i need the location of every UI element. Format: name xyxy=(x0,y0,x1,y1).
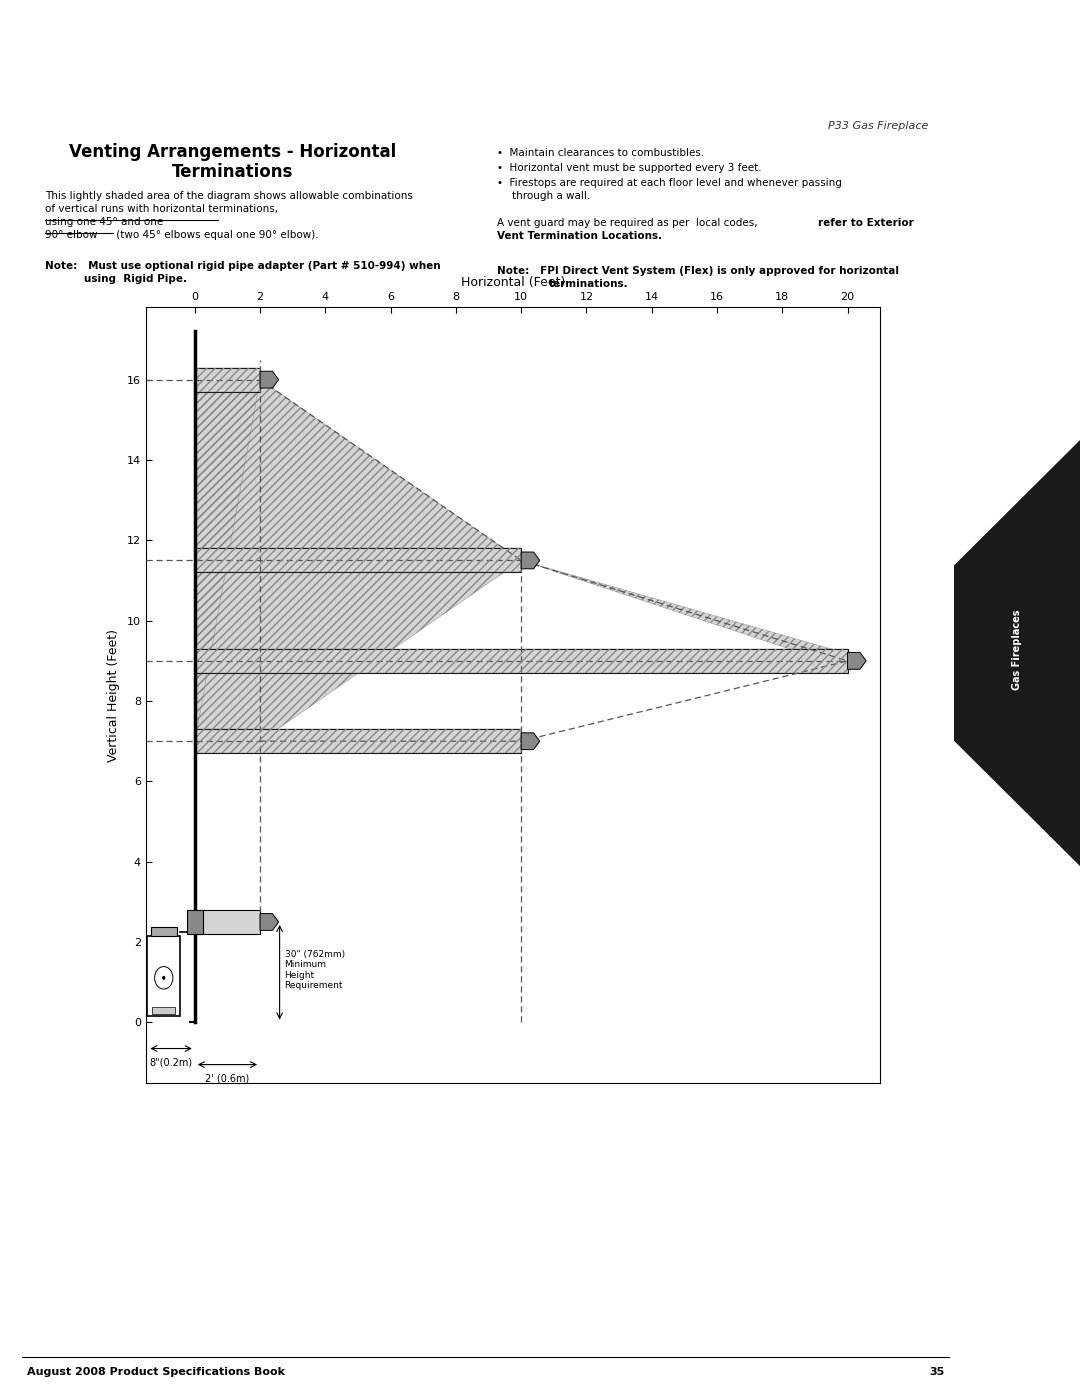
Bar xyxy=(194,549,522,573)
Text: 35: 35 xyxy=(930,1366,945,1376)
Text: REGENCY: REGENCY xyxy=(850,29,945,47)
Polygon shape xyxy=(194,380,848,742)
Text: P33 Gas Fireplace: P33 Gas Fireplace xyxy=(828,122,929,131)
Text: •  Horizontal vent must be supported every 3 feet.: • Horizontal vent must be supported ever… xyxy=(497,163,761,173)
Bar xyxy=(194,367,260,391)
Circle shape xyxy=(162,977,165,979)
Bar xyxy=(194,729,522,753)
Polygon shape xyxy=(848,652,866,669)
Text: Note:   FPI Direct Vent System (Flex) is only approved for horizontal: Note: FPI Direct Vent System (Flex) is o… xyxy=(497,265,899,277)
Text: (two 45° elbows equal one 90° elbow).: (two 45° elbows equal one 90° elbow). xyxy=(113,231,319,240)
Text: ))): ))) xyxy=(804,32,834,53)
Polygon shape xyxy=(522,733,540,750)
Text: Gas Fireplaces: Gas Fireplaces xyxy=(254,36,449,61)
Bar xyxy=(194,648,848,673)
Text: Please refer to Exterior Vent Terminations for: Please refer to Exterior Vent Terminatio… xyxy=(359,1042,678,1056)
X-axis label: Horizontal (Feet): Horizontal (Feet) xyxy=(461,275,565,289)
Text: 90° elbow: 90° elbow xyxy=(45,231,98,240)
Bar xyxy=(194,909,260,935)
Text: * Unit must be raised by 1" when using: * Unit must be raised by 1" when using xyxy=(446,995,720,1007)
Text: Contemporary Faceplate: Contemporary Faceplate xyxy=(497,1010,670,1024)
Circle shape xyxy=(154,967,173,989)
Bar xyxy=(194,729,522,753)
Polygon shape xyxy=(522,552,540,569)
Text: Note:   Must use optional rigid pipe adapter (Part # 510-994) when: Note: Must use optional rigid pipe adapt… xyxy=(45,261,441,271)
Text: through a wall.: through a wall. xyxy=(512,191,590,201)
Text: terminations.: terminations. xyxy=(549,279,629,289)
Text: This lightly shaded area of the diagram shows allowable combinations: This lightly shaded area of the diagram … xyxy=(45,191,414,201)
Text: 30" (762mm)
Minimum
Height
Requirement: 30" (762mm) Minimum Height Requirement xyxy=(284,950,345,990)
Text: Terminations: Terminations xyxy=(172,163,293,182)
Bar xyxy=(194,549,522,573)
Text: A vent guard may be required as per  local codes,: A vent guard may be required as per loca… xyxy=(497,218,760,228)
Polygon shape xyxy=(260,372,279,388)
Text: Venting Arrangements - Horizontal: Venting Arrangements - Horizontal xyxy=(68,142,396,161)
Text: 2' (0.6m): 2' (0.6m) xyxy=(205,1073,249,1084)
Polygon shape xyxy=(260,914,279,930)
Text: FIREPLACE PRODUCTS: FIREPLACE PRODUCTS xyxy=(850,74,928,80)
Text: •  Firestops are required at each floor level and whenever passing: • Firestops are required at each floor l… xyxy=(497,177,841,189)
Bar xyxy=(152,1007,175,1014)
Text: refer to Exterior: refer to Exterior xyxy=(818,218,914,228)
Text: using  Rigid Pipe.: using Rigid Pipe. xyxy=(84,274,187,284)
Text: of vertical runs with horizontal terminations,: of vertical runs with horizontal termina… xyxy=(45,204,282,214)
Bar xyxy=(187,909,203,935)
Text: •  Maintain clearances to combustibles.: • Maintain clearances to combustibles. xyxy=(497,148,704,158)
Text: additional guidelines on vent locations.: additional guidelines on vent locations. xyxy=(380,1059,657,1071)
Polygon shape xyxy=(954,440,1080,866)
Text: 8"(0.2m): 8"(0.2m) xyxy=(150,1058,193,1067)
Text: August 2008 Product Specifications Book: August 2008 Product Specifications Book xyxy=(27,1366,285,1376)
Text: Gas Fireplaces: Gas Fireplaces xyxy=(1012,609,1022,690)
Polygon shape xyxy=(194,380,260,742)
Text: using one 45° and one: using one 45° and one xyxy=(45,217,163,228)
Bar xyxy=(194,367,260,391)
Bar xyxy=(148,936,180,1017)
Bar xyxy=(194,648,848,673)
Bar xyxy=(151,928,177,936)
Text: Vent Termination Locations.: Vent Termination Locations. xyxy=(497,231,662,242)
Y-axis label: Vertical Height (Feet): Vertical Height (Feet) xyxy=(107,629,120,761)
